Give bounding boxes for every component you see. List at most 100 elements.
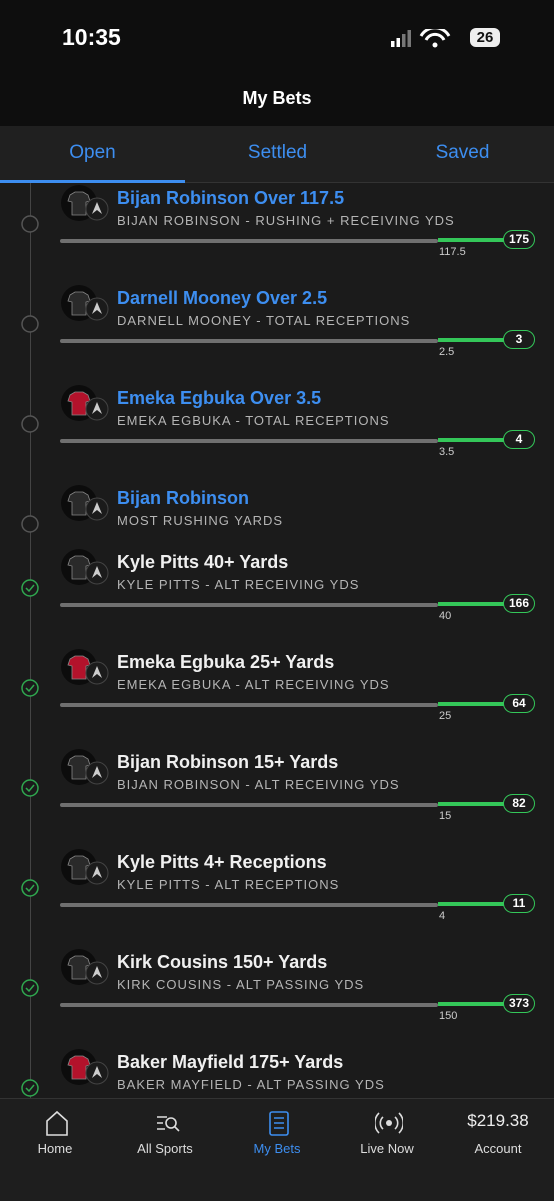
icon-part: [67, 1055, 91, 1080]
bet-subtitle: BIJAN ROBINSON - ALT RECEIVING YDS: [117, 777, 400, 792]
line-label: 4: [439, 910, 446, 922]
nav-label: All Sports: [137, 1141, 193, 1156]
nav-item[interactable]: All Sports: [110, 1099, 220, 1169]
progress-fill: [438, 702, 530, 706]
bet-title[interactable]: Baker Mayfield 175+ Yards: [117, 1052, 344, 1072]
progress-track: [60, 1003, 438, 1007]
icon-part: [67, 291, 91, 316]
icon-part: [402, 34, 406, 47]
icon-part: [432, 42, 438, 48]
icon-part: [92, 766, 102, 778]
icon-part: [386, 1120, 392, 1126]
player-avatar: [61, 185, 109, 221]
player-avatar: [61, 549, 109, 585]
line-label: 117.5: [439, 246, 466, 258]
page-title: My Bets: [242, 88, 312, 108]
icon-part: [67, 391, 91, 416]
player-avatar: [61, 285, 109, 321]
result-badge: 166: [503, 594, 535, 613]
icon-part: [92, 202, 102, 214]
player-avatar: [61, 485, 109, 521]
status-bar: [0, 0, 554, 126]
icon-part: [92, 566, 102, 578]
player-avatar: [61, 385, 109, 421]
line-label: 3.5: [439, 446, 455, 458]
result-badge: 175: [503, 230, 535, 249]
check-icon: [21, 979, 39, 997]
tab-indicator: [0, 180, 185, 183]
nav-item[interactable]: Account: [443, 1099, 553, 1169]
bet-subtitle: EMEKA EGBUKA - ALT RECEIVING YDS: [117, 677, 390, 692]
icon-part: [21, 515, 39, 533]
bet-title[interactable]: Emeka Egbuka Over 3.5: [117, 388, 322, 408]
tab[interactable]: Saved: [435, 142, 490, 163]
bet-title[interactable]: Bijan Robinson: [117, 488, 249, 508]
line-label: 25: [439, 710, 452, 722]
icon-part: [21, 215, 39, 233]
line-label: 15: [439, 810, 452, 822]
icon-part: [46, 1110, 68, 1136]
status-circle: [21, 515, 39, 533]
progress-track: [60, 703, 438, 707]
check-icon: [21, 679, 39, 697]
line-label: 2.5: [439, 346, 455, 358]
clock: 10:35: [62, 24, 121, 50]
result-badge: 11: [503, 894, 535, 913]
nav-label: Account: [474, 1141, 522, 1156]
icon-part: [407, 30, 411, 47]
bet-subtitle: KIRK COUSINS - ALT PASSING YDS: [117, 977, 365, 992]
icon-part: [25, 984, 35, 993]
icon-part: [92, 966, 102, 978]
nav-item[interactable]: Live Now: [332, 1099, 442, 1169]
icon-part: [269, 1111, 289, 1136]
bet-subtitle: KYLE PITTS - ALT RECEPTIONS: [117, 877, 340, 892]
progress-track: [60, 803, 438, 807]
icon-part: [92, 1066, 102, 1078]
result-badge: 64: [503, 694, 535, 713]
bet-title[interactable]: Kyle Pitts 40+ Yards: [117, 552, 289, 572]
bet-title[interactable]: Bijan Robinson Over 117.5: [117, 188, 345, 208]
bet-subtitle: MOST RUSHING YARDS: [117, 513, 284, 528]
player-avatar: [61, 949, 109, 985]
result-badge: 3: [503, 330, 535, 349]
icon-part: [274, 1117, 284, 1129]
nav-item[interactable]: Home: [0, 1099, 110, 1169]
bet-title[interactable]: Emeka Egbuka 25+ Yards: [117, 652, 335, 672]
check-icon: [21, 579, 39, 597]
bet-title[interactable]: Kyle Pitts 4+ Receptions: [117, 852, 327, 872]
check-icon: [21, 1079, 39, 1097]
icon-part: [21, 979, 39, 997]
tab[interactable]: Settled: [247, 142, 308, 163]
player-avatar: [61, 749, 109, 785]
icon-part: [92, 402, 102, 414]
battery: 26: [470, 28, 500, 47]
bet-subtitle: BIJAN ROBINSON - RUSHING + RECEIVING YDS: [117, 213, 455, 228]
bet-title[interactable]: Darnell Mooney Over 2.5: [117, 288, 328, 308]
line-label: 40: [439, 610, 452, 622]
icon-part: [92, 302, 102, 314]
progress-fill: [438, 802, 530, 806]
player-avatar: [61, 649, 109, 685]
icon-part: [67, 955, 91, 980]
icon-part: [391, 41, 395, 47]
icon-part: [21, 779, 39, 797]
icon-part: [92, 666, 102, 678]
bet-subtitle: KYLE PITTS - ALT RECEIVING YDS: [117, 577, 360, 592]
bet-title[interactable]: Kirk Cousins 150+ Yards: [117, 952, 328, 972]
tab-bar: [0, 126, 554, 183]
check-icon: [21, 779, 39, 797]
bottom-nav: Home All Sports My Bets Live Now $219.38 Acco…: [0, 1098, 554, 1201]
progress-fill: [438, 602, 530, 606]
icon-part: [25, 1084, 35, 1093]
nav-icon: [269, 1111, 289, 1136]
icon-part: [424, 32, 446, 41]
status-circle: [21, 215, 39, 233]
icon-part: [21, 879, 39, 897]
account-balance[interactable]: $219.38: [467, 1111, 529, 1130]
tab[interactable]: Open: [69, 142, 116, 163]
nav-item[interactable]: My Bets: [222, 1099, 332, 1169]
status-circle: [21, 415, 39, 433]
bet-title[interactable]: Bijan Robinson 15+ Yards: [117, 752, 339, 772]
nav-icon: [46, 1110, 68, 1136]
